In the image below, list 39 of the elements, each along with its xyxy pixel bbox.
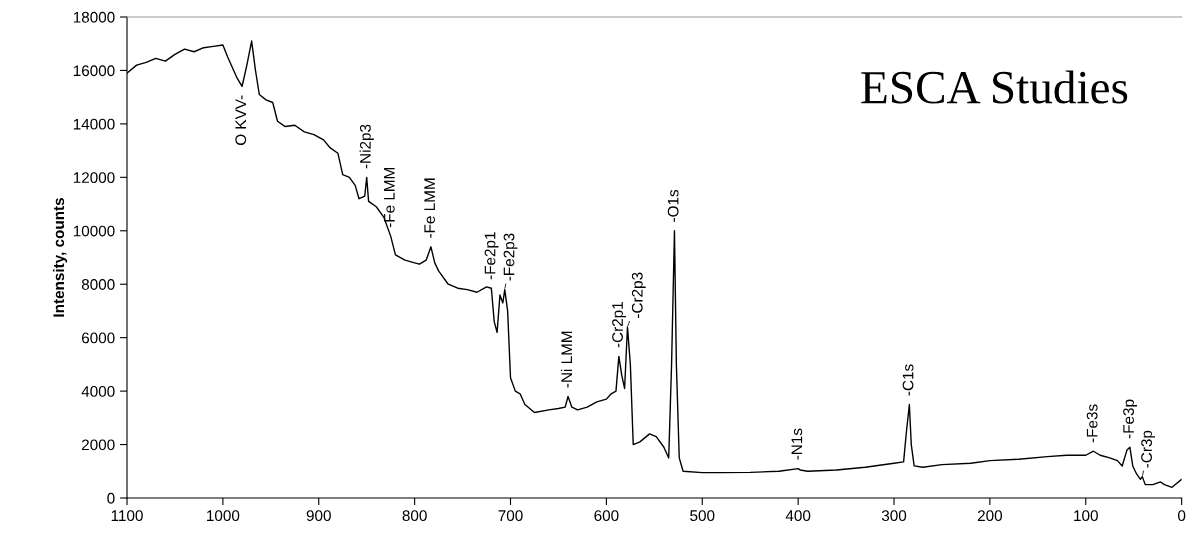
annotation: -Cr3p (1141, 430, 1156, 468)
text: ESCA Studies (861, 70, 1128, 104)
annotation: -Ni2p3 (359, 124, 374, 169)
annotation: -Fe3p (1123, 399, 1137, 439)
annotation: -Fe2p1 (484, 232, 499, 280)
x-tick-label: 400 (785, 510, 811, 522)
x-tick-label: 1100 (111, 510, 143, 522)
x-tick-label: 100 (1074, 510, 1098, 522)
x-tick-label: 800 (402, 510, 427, 522)
annotation: -O1s (667, 189, 679, 222)
y-tick-label: 16000 (73, 65, 115, 77)
annotation: -Fe LMM (384, 167, 395, 228)
x-tick-label: 600 (594, 510, 619, 522)
x-tick-label: 500 (690, 510, 715, 522)
y-tick-label: 8000 (81, 279, 115, 290)
y-tick-label: 18000 (73, 11, 115, 23)
y-tick-label: 6000 (81, 332, 115, 344)
y-tick-label: 12000 (73, 172, 115, 184)
x-tick-label: 900 (306, 510, 331, 522)
x-tick-label: 200 (977, 510, 1003, 522)
y-tick-label: 10000 (73, 225, 115, 237)
y-axis-title: Intensity, counts (52, 197, 68, 317)
annotation: -C1s (902, 364, 914, 396)
y-tick-label: 14000 (73, 118, 115, 130)
x-tick-label: 1000 (207, 510, 240, 522)
y-tick-label: 2000 (81, 439, 115, 451)
annotation: -Fe LMM (424, 178, 436, 238)
x-tick-label: 300 (881, 510, 907, 522)
x-tick-label: 700 (498, 510, 523, 522)
y-tick-label: 4000 (81, 385, 115, 397)
annotation: -Cr2p1 (612, 302, 626, 348)
annotation: -Fe2p3 (503, 233, 518, 281)
x-tick-label: 0 (1178, 510, 1186, 522)
annotation: O KVV- (235, 95, 247, 146)
y-tick-label: 0 (107, 492, 115, 504)
annotation: -Cr2p3 (631, 272, 646, 318)
annotation: -N1s (791, 428, 803, 460)
annotation: -Ni LMM (560, 331, 572, 388)
annotation: -Fe3s (1086, 404, 1098, 443)
